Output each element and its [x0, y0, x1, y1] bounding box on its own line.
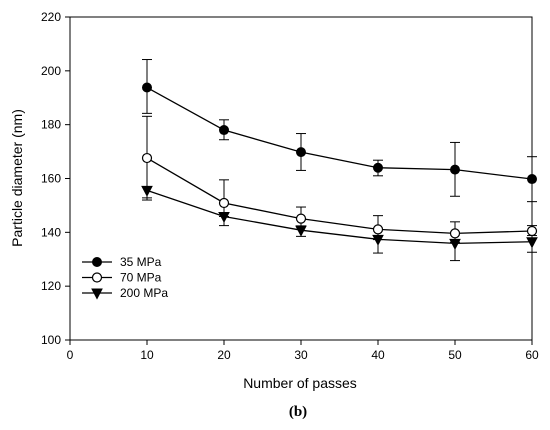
- series-1: [141, 115, 538, 243]
- y-tick-label-0: 100: [41, 333, 61, 347]
- series-2-point-4: [449, 238, 461, 250]
- series-0-point-0: [142, 82, 152, 93]
- series-1-point-5: [526, 225, 538, 237]
- legend-item-1: 70 MPa: [82, 271, 162, 285]
- x-tick-label-5: 50: [448, 348, 462, 362]
- plot-axes: 0 10 20 30 40 50 60 100 120 140 160 180 200 220: [41, 10, 539, 362]
- series-1-point-3: [372, 224, 384, 235]
- series-0: [142, 59, 537, 203]
- series-0-point-2: [296, 147, 306, 158]
- series-1-point-0: [141, 152, 153, 164]
- y-tick-label-6: 220: [41, 10, 61, 24]
- x-axis-label: Number of passes: [243, 375, 357, 391]
- series-2-point-0: [141, 185, 153, 197]
- legend-label-2: 200 MPa: [120, 286, 168, 300]
- series-1-line: [146, 157, 533, 235]
- series-2-point-3: [372, 234, 384, 246]
- y-tick-label-4: 180: [41, 118, 61, 132]
- series-0-point-1: [219, 125, 229, 136]
- x-tick-label-6: 60: [525, 348, 539, 362]
- y-tick-label-2: 140: [41, 225, 61, 239]
- series-2: [141, 185, 538, 262]
- series-layer: [141, 59, 538, 262]
- series-1-point-1: [218, 197, 230, 209]
- series-2-point-1: [218, 211, 230, 224]
- x-tick-label-2: 20: [217, 348, 231, 362]
- series-1-point-4: [449, 228, 461, 239]
- y-tick-label-1: 120: [41, 279, 61, 293]
- series-0-point-3: [373, 162, 383, 173]
- legend-item-2: 200 MPa: [82, 286, 168, 300]
- y-tick-label-5: 200: [41, 64, 61, 78]
- series-1-point-2: [295, 213, 307, 224]
- series-0-point-4: [450, 164, 460, 175]
- legend-label-0: 35 MPa: [120, 255, 162, 269]
- legend-marker-2: [91, 288, 103, 300]
- series-0-line: [146, 86, 533, 180]
- x-tick-label-3: 30: [294, 348, 308, 362]
- x-tick-label-0: 0: [67, 348, 74, 362]
- y-tick-label-3: 160: [41, 172, 61, 186]
- series-0-point-5: [527, 174, 537, 185]
- figure-caption: (b): [289, 404, 307, 420]
- legend-marker-0: [92, 257, 102, 267]
- legend-label-1: 70 MPa: [120, 271, 162, 285]
- x-tick-label-1: 10: [140, 348, 154, 362]
- series-2-point-2: [295, 225, 307, 237]
- series-2-point-5: [526, 237, 538, 249]
- x-tick-label-4: 40: [371, 348, 385, 362]
- legend-item-0: 35 MPa: [82, 255, 162, 269]
- legend-marker-1: [91, 272, 103, 283]
- series-2-line: [146, 189, 533, 245]
- y-axis-label: Particle diameter (nm): [9, 109, 25, 247]
